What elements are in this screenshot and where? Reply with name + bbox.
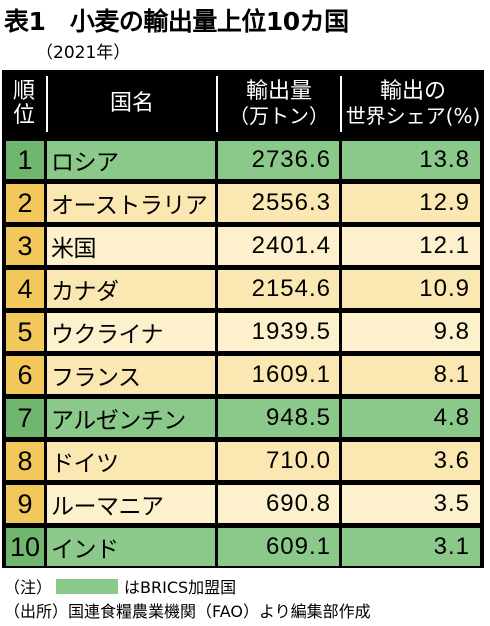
exports-cell: 2736.6 xyxy=(218,141,339,179)
header-rank-line2: 位 xyxy=(12,103,35,128)
country-cell: カナダ xyxy=(47,270,215,308)
table-row: 8 ドイツ 710.0 3.6 xyxy=(2,439,484,480)
header-exports: 輸出量 （万トン） xyxy=(218,70,340,138)
exports-cell: 609.1 xyxy=(218,528,339,566)
note-text: はBRICS加盟国 xyxy=(124,578,237,597)
table-row: 5 ウクライナ 1939.5 9.8 xyxy=(2,310,484,351)
page-subtitle: （2021年） xyxy=(36,43,131,63)
table-row: 10 インド 609.1 3.1 xyxy=(2,525,484,566)
export-table: 順 位 国名 輸出量 （万トン） 輸出の 世界シェア(%) 1 ロシア 2736.6… xyxy=(2,70,484,568)
header-exports-line1: 輸出量 xyxy=(245,79,312,104)
source-note: （出所）国連食糧農業機関（FAO）より編集部作成 xyxy=(4,602,371,621)
exports-cell: 1939.5 xyxy=(218,313,339,351)
header-divider xyxy=(340,76,342,132)
rank-cell: 10 xyxy=(6,528,44,566)
rank-cell: 9 xyxy=(6,485,44,523)
table-row: 3 米国 2401.4 12.1 xyxy=(2,224,484,265)
exports-cell: 2401.4 xyxy=(218,227,339,265)
header-divider xyxy=(46,76,48,132)
header-rank: 順 位 xyxy=(2,70,46,138)
share-cell: 13.8 xyxy=(342,141,480,179)
brics-color-swatch xyxy=(56,578,119,594)
header-share: 輸出の 世界シェア(%) xyxy=(342,70,484,138)
share-cell: 4.8 xyxy=(342,399,480,437)
share-cell: 10.9 xyxy=(342,270,480,308)
header-divider xyxy=(216,76,218,132)
header-rank-line1: 順 xyxy=(12,79,35,104)
share-cell: 3.1 xyxy=(342,528,480,566)
header-share-line1: 輸出の xyxy=(379,79,446,104)
rank-cell: 7 xyxy=(6,399,44,437)
rank-cell: 1 xyxy=(6,141,44,179)
share-cell: 9.8 xyxy=(342,313,480,351)
page-title: 表1 小麦の輸出量上位10カ国 xyxy=(4,7,349,36)
table-row: 4 カナダ 2154.6 10.9 xyxy=(2,267,484,308)
table-header: 順 位 国名 輸出量 （万トン） 輸出の 世界シェア(%) xyxy=(2,70,484,138)
share-cell: 12.1 xyxy=(342,227,480,265)
table-row: 7 アルゼンチン 948.5 4.8 xyxy=(2,396,484,437)
exports-cell: 2556.3 xyxy=(218,184,339,222)
exports-cell: 710.0 xyxy=(218,442,339,480)
exports-cell: 948.5 xyxy=(218,399,339,437)
table-row: 2 オーストラリア 2556.3 12.9 xyxy=(2,181,484,222)
share-cell: 3.5 xyxy=(342,485,480,523)
table-row: 1 ロシア 2736.6 13.8 xyxy=(2,138,484,179)
header-exports-line2: （万トン） xyxy=(229,104,329,128)
rank-cell: 6 xyxy=(6,356,44,394)
country-cell: フランス xyxy=(47,356,215,394)
country-cell: ロシア xyxy=(47,141,215,179)
country-cell: インド xyxy=(47,528,215,566)
note-line: （注） はBRICS加盟国 xyxy=(4,574,236,598)
table-row: 9 ルーマニア 690.8 3.5 xyxy=(2,482,484,523)
header-country: 国名 xyxy=(109,91,154,116)
country-cell: オーストラリア xyxy=(47,184,215,222)
share-cell: 12.9 xyxy=(342,184,480,222)
share-cell: 8.1 xyxy=(342,356,480,394)
rank-cell: 8 xyxy=(6,442,44,480)
rank-cell: 5 xyxy=(6,313,44,351)
note-prefix: （注） xyxy=(4,578,53,597)
country-cell: ドイツ xyxy=(47,442,215,480)
country-cell: ウクライナ xyxy=(47,313,215,351)
exports-cell: 2154.6 xyxy=(218,270,339,308)
exports-cell: 1609.1 xyxy=(218,356,339,394)
country-cell: ルーマニア xyxy=(47,485,215,523)
share-cell: 3.6 xyxy=(342,442,480,480)
table-row: 6 フランス 1609.1 8.1 xyxy=(2,353,484,394)
exports-cell: 690.8 xyxy=(218,485,339,523)
rank-cell: 4 xyxy=(6,270,44,308)
header-share-line2: 世界シェア(%) xyxy=(345,104,481,128)
country-cell: アルゼンチン xyxy=(47,399,215,437)
country-cell: 米国 xyxy=(47,227,215,265)
rank-cell: 2 xyxy=(6,184,44,222)
rank-cell: 3 xyxy=(6,227,44,265)
